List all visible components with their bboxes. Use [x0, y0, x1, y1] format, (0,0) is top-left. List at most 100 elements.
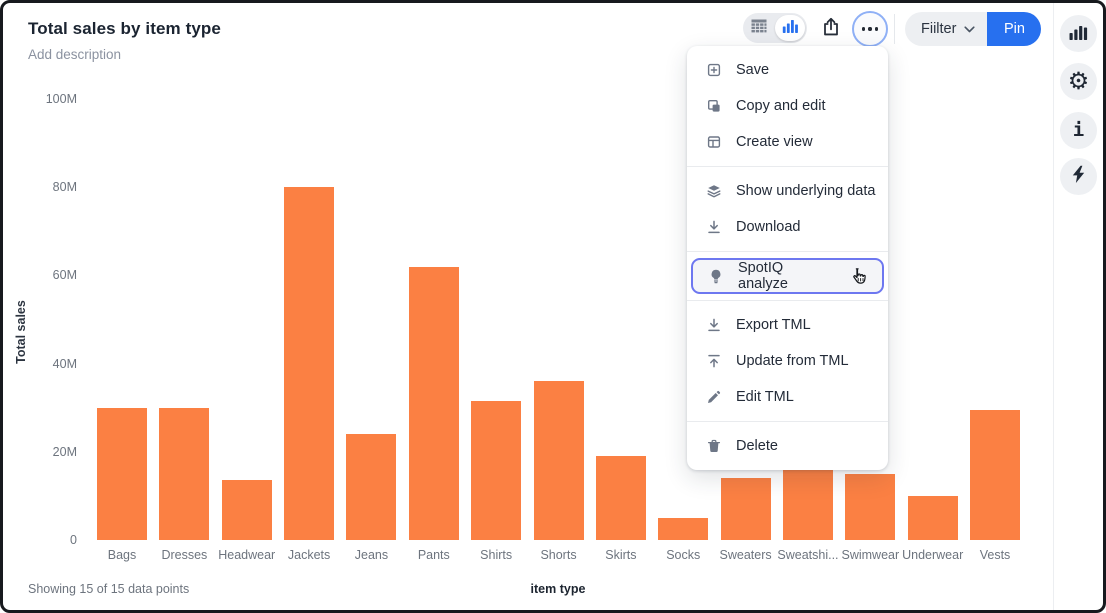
y-axis-tick: 80M	[52, 180, 77, 195]
menu-item-spotiq-analyze[interactable]: SpotIQ analyze	[691, 258, 884, 294]
export-icon	[706, 317, 722, 333]
chart-view-icon	[782, 19, 799, 38]
chart-bar-sweaters[interactable]	[720, 478, 771, 540]
chart-bar-headwear[interactable]	[221, 480, 272, 540]
x-axis-title: item type	[530, 582, 586, 596]
gear-icon: ⚙	[1067, 67, 1090, 95]
edit-icon	[706, 389, 722, 405]
x-axis-label: Shorts	[540, 548, 577, 562]
x-axis-label: Jeans	[354, 548, 389, 562]
menu-item-label: Update from TML	[736, 353, 849, 369]
menu-item-copy-and-edit[interactable]: Copy and edit	[687, 88, 888, 124]
x-axis-label: Pants	[417, 548, 450, 562]
menu-item-label: Edit TML	[736, 389, 794, 405]
chart-bar-skirts[interactable]	[595, 456, 646, 540]
filter-label: Fiilter	[921, 21, 957, 37]
filter-pin-group: Fiilter Pin	[905, 12, 1042, 46]
menu-item-label: Show underlying data	[736, 183, 876, 199]
menu-item-label: Copy and edit	[736, 98, 826, 114]
y-axis-tick: 40M	[52, 356, 77, 371]
context-menu: Save Copy and edit Create view Show underly…	[687, 46, 888, 470]
chart-bar-bags[interactable]	[97, 407, 147, 540]
x-axis-label: Skirts	[605, 548, 637, 562]
menu-divider	[687, 300, 888, 301]
menu-item-save[interactable]: Save	[687, 52, 888, 88]
chart-bar-shorts[interactable]	[533, 381, 584, 540]
more-options-button[interactable]	[852, 11, 888, 47]
view-toggle	[743, 13, 807, 43]
gear-button[interactable]: ⚙	[1060, 63, 1097, 100]
menu-item-show-underlying-data[interactable]: Show underlying data	[687, 173, 888, 209]
chart-bar-pants[interactable]	[408, 266, 459, 540]
chart-bar-dresses[interactable]	[159, 407, 210, 540]
chart-bar-shirts[interactable]	[471, 401, 522, 540]
menu-item-label: Save	[736, 62, 770, 78]
x-axis-label: Shirts	[480, 548, 513, 562]
filter-button[interactable]: Fiilter	[905, 12, 988, 46]
x-axis-label: Underwear	[902, 548, 964, 562]
x-axis-label: Swimwear	[841, 548, 900, 562]
status-text: Showing 15 of 15 data points	[28, 582, 190, 596]
update-icon	[706, 353, 722, 369]
info-button[interactable]: i	[1060, 112, 1097, 149]
chart-bar-socks[interactable]	[658, 517, 709, 540]
pin-button[interactable]: Pin	[987, 12, 1042, 46]
chart-button[interactable]	[1060, 15, 1097, 52]
y-axis-tick: 100M	[45, 92, 77, 106]
x-axis-label: Sweaters	[719, 548, 772, 562]
page-title: Total sales by item type	[28, 19, 221, 38]
hand-cursor-icon	[847, 263, 870, 289]
chart-bar-vests[interactable]	[970, 409, 1021, 540]
menu-item-create-view[interactable]: Create view	[687, 124, 888, 160]
menu-divider	[687, 166, 888, 167]
menu-item-label: Create view	[736, 134, 813, 150]
x-axis-label: Socks	[666, 548, 701, 562]
y-axis-tick: 60M	[52, 268, 77, 283]
menu-item-label: Delete	[736, 438, 778, 454]
toolbar-divider	[894, 14, 895, 44]
chart-bar-jeans[interactable]	[346, 434, 397, 540]
menu-item-label: Download	[736, 219, 801, 235]
menu-item-export-tml[interactable]: Export TML	[687, 307, 888, 343]
chart-icon	[1069, 23, 1088, 45]
menu-item-delete[interactable]: Delete	[687, 428, 888, 464]
bolt-icon	[1071, 165, 1086, 189]
chart-bar-underwear[interactable]	[907, 495, 958, 540]
chart-view-button[interactable]	[775, 15, 805, 41]
share-button[interactable]	[813, 13, 849, 45]
y-axis-tick: 20M	[52, 444, 77, 459]
x-axis-label: Vests	[979, 548, 1011, 562]
menu-divider	[687, 421, 888, 422]
lightbulb-icon	[708, 268, 724, 284]
bolt-button[interactable]	[1060, 158, 1097, 195]
sidebar-divider	[1053, 3, 1054, 610]
copy-icon	[706, 98, 722, 114]
menu-item-update-from-tml[interactable]: Update from TML	[687, 343, 888, 379]
add-description-link[interactable]: Add description	[28, 47, 122, 62]
layers-icon	[706, 183, 722, 199]
info-icon: i	[1072, 118, 1085, 141]
hand-cursor-icon	[853, 268, 866, 284]
x-axis-label: Dresses	[161, 548, 208, 562]
share-icon	[821, 16, 841, 43]
delete-icon	[706, 438, 722, 454]
menu-item-download[interactable]: Download	[687, 209, 888, 245]
chart-bar-swimwear[interactable]	[845, 473, 896, 540]
save-icon	[706, 62, 722, 78]
table-view-button[interactable]	[743, 13, 775, 43]
menu-item-label: SpotIQ analyze	[738, 260, 788, 292]
chart-bar-sweatshi[interactable]	[782, 469, 833, 540]
x-axis-label: Jackets	[287, 548, 331, 562]
menu-item-edit-tml[interactable]: Edit TML	[687, 379, 888, 415]
download-icon	[706, 219, 722, 235]
x-axis-label: Sweatshi...	[777, 548, 839, 562]
x-axis-label: Headwear	[218, 548, 276, 562]
create-view-icon	[706, 134, 722, 150]
chevron-down-icon	[964, 21, 976, 37]
menu-item-label: Export TML	[736, 317, 811, 333]
menu-divider	[687, 251, 888, 252]
more-options-icon	[861, 27, 866, 31]
chart-bar-jackets[interactable]	[284, 187, 335, 540]
table-view-icon	[751, 19, 767, 38]
